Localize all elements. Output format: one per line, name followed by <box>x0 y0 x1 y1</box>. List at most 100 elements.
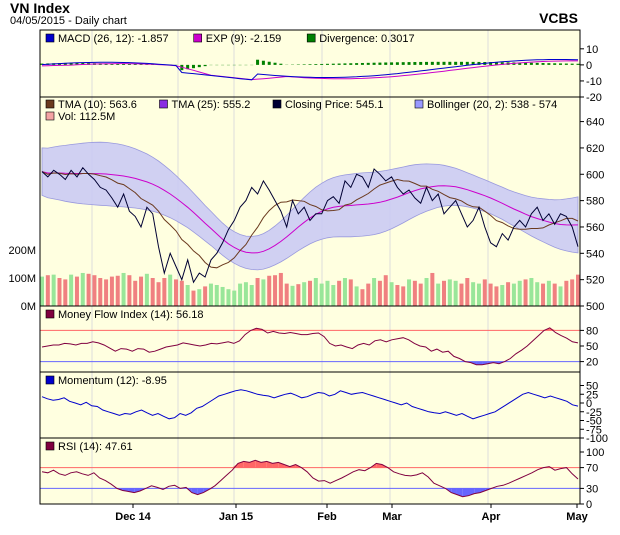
volume-bar <box>558 286 563 306</box>
volume-bar <box>238 283 243 306</box>
macd-divergence-bar <box>454 61 458 65</box>
macd-divergence-bar <box>529 62 533 65</box>
volume-bar <box>500 285 505 306</box>
volume-bar <box>313 278 318 306</box>
volume-bar <box>63 279 68 306</box>
macd-divergence-bar <box>256 59 260 65</box>
volume-bar <box>552 283 557 306</box>
macd-divergence-bar <box>425 61 429 65</box>
rsi-panel-frame <box>39 437 581 505</box>
volume-bar <box>546 280 551 306</box>
volume-bar <box>570 279 575 306</box>
price-legend-entry: Closing Price: 545.1 <box>285 99 383 111</box>
volume-bar <box>226 289 231 306</box>
volume-bar <box>185 285 190 306</box>
rsi-overbought-fill <box>272 462 279 468</box>
volume-bar <box>80 272 85 306</box>
macd-divergence-bar <box>139 64 143 65</box>
volume-bar <box>511 283 516 306</box>
mfi-legend-swatch <box>45 309 55 319</box>
macd-axis-tick-label: 10 <box>586 44 598 56</box>
rsi-oversold-fill <box>134 488 140 493</box>
x-axis-label: Jan 15 <box>219 511 253 523</box>
macd-divergence-bar <box>261 60 265 65</box>
rsi-axis-tick-label: 0 <box>586 499 592 511</box>
momentum-panel-bg <box>40 372 580 438</box>
macd-divergence-bar <box>81 63 85 65</box>
brand-label: VCBS <box>539 10 578 26</box>
volume-bar <box>302 282 307 306</box>
volume-bar <box>162 278 167 306</box>
tma10-line <box>41 171 579 269</box>
macd-divergence-bar <box>465 61 469 65</box>
volume-bar <box>86 273 91 306</box>
x-axis-label: May <box>566 511 588 523</box>
macd-legend-entry: MACD (26, 12): -1.857 <box>58 33 169 45</box>
macd-divergence-bar <box>366 62 370 65</box>
volume-bar <box>139 276 144 306</box>
macd-axis-tick-label: -20 <box>586 92 602 104</box>
mfi-line <box>41 327 579 366</box>
volume-bar <box>366 283 371 306</box>
price-legend-swatch <box>414 99 424 109</box>
macd-divergence-bar <box>448 61 452 65</box>
x-axis-label: Dec 14 <box>115 511 151 523</box>
volume-bar <box>476 283 481 306</box>
macd-divergence-bar <box>349 63 353 65</box>
macd-divergence-bar <box>547 63 551 65</box>
volume-bar <box>319 283 324 306</box>
volume-bar <box>115 275 120 306</box>
rsi-oversold-fill <box>451 488 457 495</box>
volume-bar <box>208 283 213 306</box>
price-axis-tick-label: 540 <box>586 248 604 260</box>
volume-bar <box>459 283 464 306</box>
macd-divergence-bar <box>384 62 388 65</box>
macd-divergence-bar <box>413 62 417 65</box>
mfi-oversold-fill <box>482 361 488 365</box>
macd-divergence-bar <box>390 62 394 65</box>
macd-legend-swatch <box>45 33 55 43</box>
volume-bar <box>308 280 312 306</box>
volume-bar <box>40 276 44 306</box>
volume-axis-label: 0M <box>21 301 36 313</box>
macd-divergence-bar <box>75 62 79 65</box>
volume-axis-label: 100M <box>8 273 36 285</box>
volume-bar <box>401 286 406 306</box>
momentum-axis-tick-label: 50 <box>586 381 598 393</box>
macd-divergence-bar <box>203 64 207 67</box>
price-axis-tick-label: 520 <box>586 275 604 287</box>
x-axis-label: Mar <box>382 511 402 523</box>
macd-divergence-bar <box>564 63 568 65</box>
macd-divergence-bar <box>314 64 318 65</box>
rsi-overbought-fill <box>261 461 267 468</box>
rsi-overbought-fill <box>278 462 285 468</box>
macd-divergence-bar <box>325 63 329 65</box>
macd-axis-tick-label: -10 <box>586 76 602 88</box>
rsi-axis-tick-label: 70 <box>586 463 598 475</box>
volume-bar <box>453 280 458 306</box>
momentum-axis-tick-label: -75 <box>586 424 602 436</box>
momentum-axis-tick-label: -100 <box>586 433 608 445</box>
macd-divergence-bar <box>395 62 399 65</box>
macd-divergence-bar <box>500 62 504 65</box>
macd-divergence-bar <box>378 62 382 65</box>
price-legend-entry: TMA (25): 555.2 <box>172 99 251 111</box>
rsi-overbought-fill <box>266 461 273 468</box>
momentum-axis-tick-label: 0 <box>586 398 592 410</box>
price-axis-tick-label: 560 <box>586 222 604 234</box>
volume-bar <box>372 278 377 306</box>
macd-signal-line <box>41 60 579 81</box>
volume-bar <box>191 290 196 306</box>
volume-bar <box>535 282 540 306</box>
price-legend-entry: TMA (10): 563.6 <box>58 99 137 111</box>
rsi-oversold-fill <box>474 488 481 494</box>
macd-divergence-bar <box>127 63 131 65</box>
macd-divergence-bar <box>518 62 522 65</box>
mfi-axis-tick-label: 80 <box>586 325 598 337</box>
rsi-oversold-fill <box>462 488 469 497</box>
price-axis-tick-label: 640 <box>586 117 604 129</box>
volume-bar <box>523 279 528 306</box>
volume-bar <box>249 285 254 306</box>
macd-axis-tick-label: 0 <box>586 60 592 72</box>
macd-divergence-bar <box>355 63 359 65</box>
